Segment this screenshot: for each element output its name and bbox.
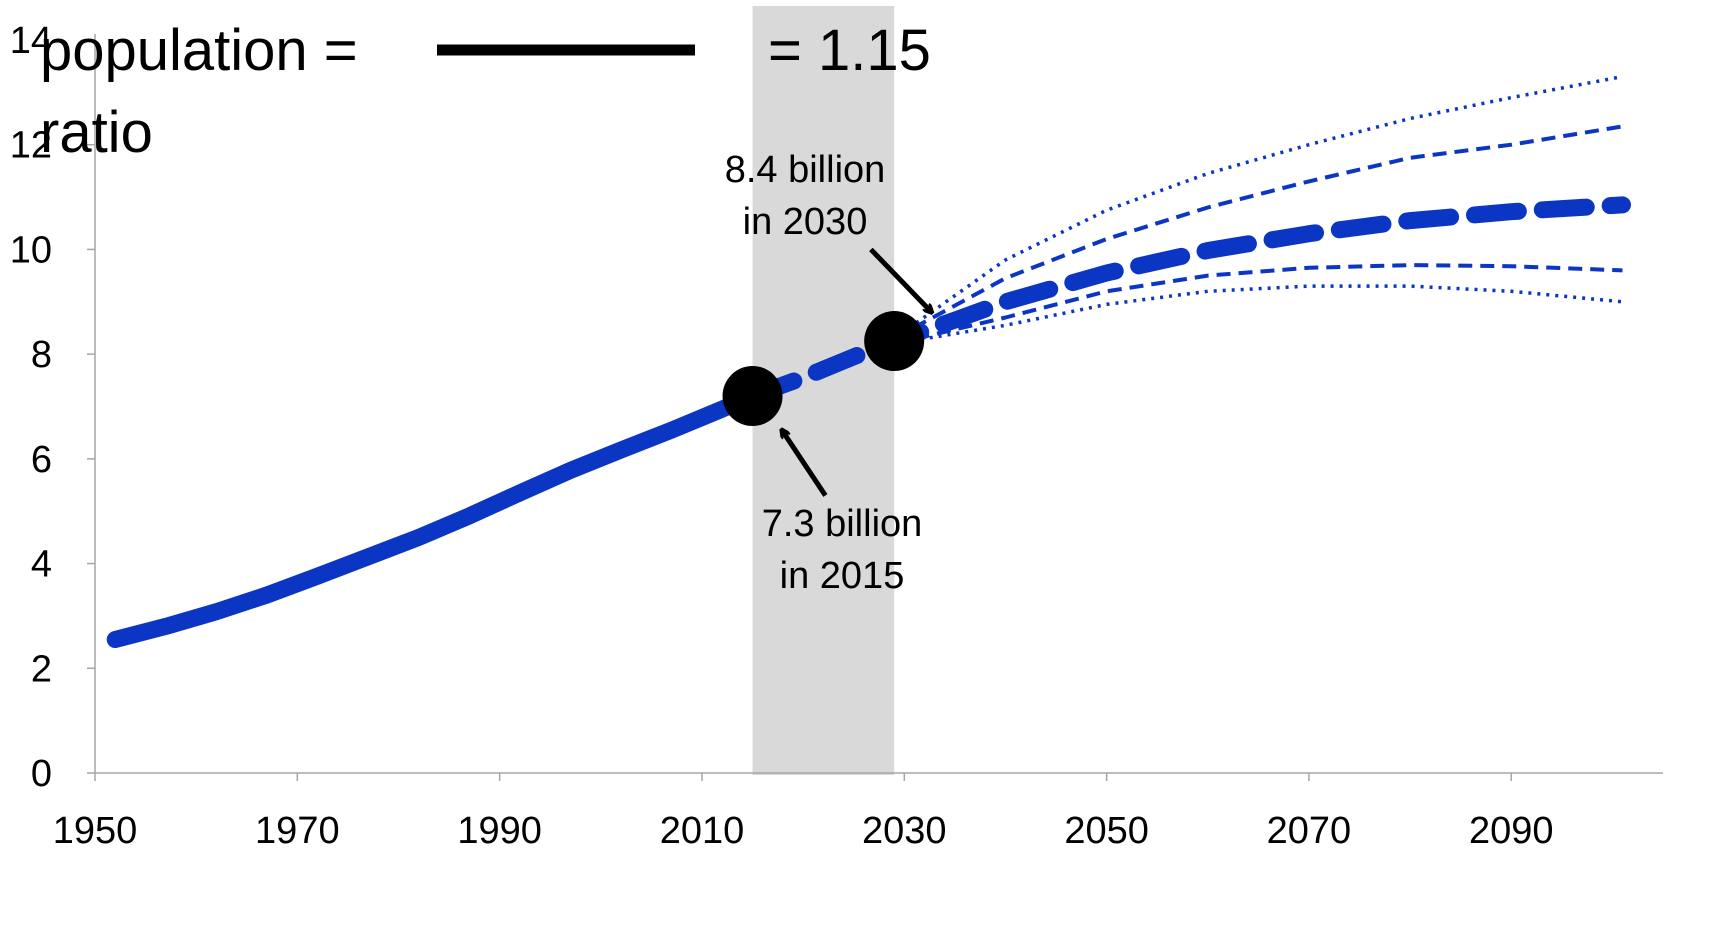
- series-layer: [106, 74, 1631, 648]
- data-point-marker-0: [722, 366, 783, 427]
- x-tick-label: 2030: [862, 810, 947, 852]
- y-tick-label: 14: [10, 20, 52, 62]
- x-tick-label: 2010: [660, 810, 745, 852]
- annotation-arrow: [869, 247, 932, 312]
- series-dotted-line-4: [893, 74, 1623, 340]
- x-tick-label: 2090: [1469, 810, 1554, 852]
- axes: 0 2 4 6 8 10 12 14 1950 1970 1990 2010 2030 2050 2070 2…: [10, 20, 1663, 852]
- series-dashed-line-2: [893, 124, 1623, 341]
- x-tick-label: 2050: [1064, 810, 1149, 852]
- markers-layer: [722, 311, 925, 427]
- y-tick-label: 6: [31, 439, 52, 481]
- annotation-0: 8.4 billion in 2030: [725, 149, 932, 312]
- series-dotted-line-5: [893, 284, 1623, 346]
- y-tick-label: 4: [31, 544, 52, 586]
- x-tick-label: 2070: [1267, 810, 1352, 852]
- header-lead-text: population =: [40, 18, 358, 83]
- x-tick-label: 1990: [457, 810, 542, 852]
- y-tick-label: 10: [10, 229, 52, 271]
- series-solid-thick-line-0: [106, 387, 761, 648]
- y-tick-label: 2: [31, 648, 52, 690]
- x-tick-label: 1950: [53, 810, 138, 852]
- y-tick-label: 12: [10, 125, 52, 167]
- y-tick-label: 8: [31, 334, 52, 376]
- series-dashed-thick-line-1: [744, 196, 1631, 405]
- annotation-label-line: in 2015: [780, 555, 905, 597]
- annotation-label-line: 7.3 billion: [762, 503, 923, 545]
- data-point-marker-1: [864, 311, 925, 372]
- annotation-label-line: 8.4 billion: [725, 149, 886, 191]
- header-second-line-text: ratio: [40, 100, 153, 165]
- header: population = = 1.15 ratio: [40, 18, 931, 165]
- annotation-label-line: in 2030: [743, 201, 868, 243]
- annotations-layer: 8.4 billion in 2030 7.3 billion in 2015: [725, 149, 932, 597]
- annotation-1: 7.3 billion in 2015: [762, 430, 923, 597]
- header-trail-text: = 1.15: [768, 18, 931, 83]
- y-tick-label: 0: [31, 753, 52, 795]
- annotation-arrow: [782, 430, 828, 497]
- x-tick-label: 1970: [255, 810, 340, 852]
